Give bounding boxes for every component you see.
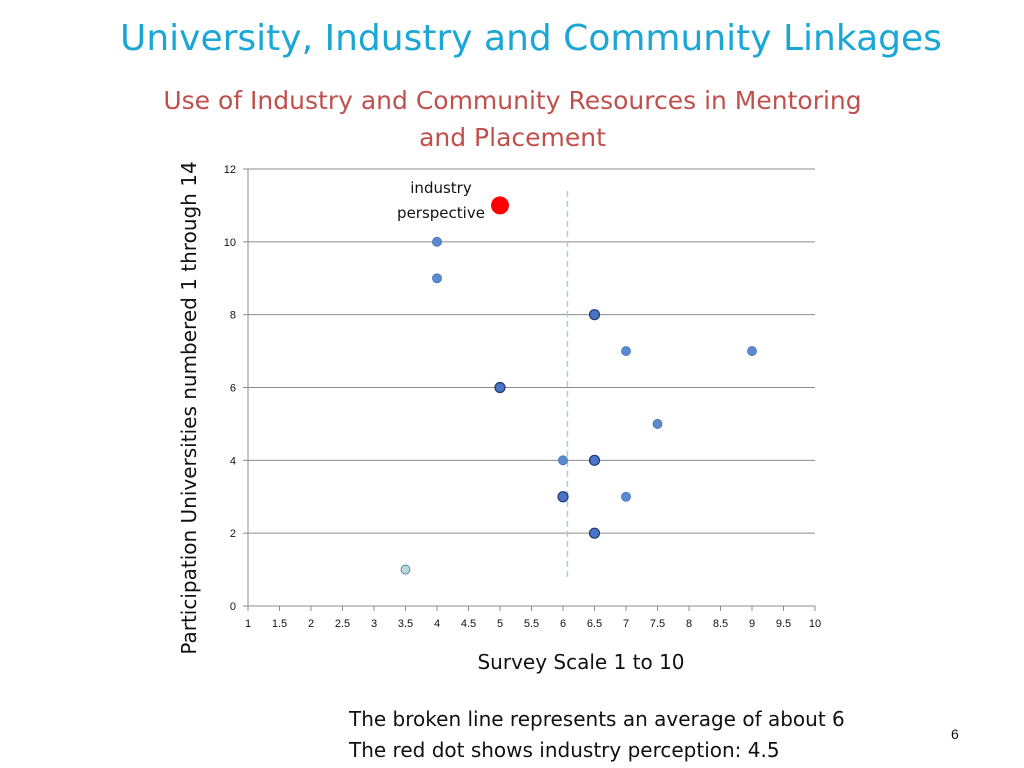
data-point-2	[588, 527, 601, 539]
data-point-13	[432, 236, 442, 247]
y-tick-label: 4	[230, 455, 236, 467]
data-point-4	[621, 491, 631, 502]
slide-notes: The broken line represents an average of…	[349, 704, 845, 766]
x-tick-label: 7	[623, 618, 629, 630]
y-tick-label: 12	[224, 164, 236, 176]
data-point-8	[494, 381, 506, 394]
chart-title: Use of Industry and Community Resources …	[163, 86, 862, 152]
note-average-line: The broken line represents an average of…	[349, 707, 845, 731]
industry-perspective-point	[491, 196, 509, 215]
x-axis-label: Survey Scale 1 to 10	[477, 650, 685, 674]
data-point-7	[652, 419, 663, 429]
x-tick-label: 3.5	[398, 618, 413, 630]
x-tick-label: 4.5	[461, 618, 476, 630]
x-tick-label: 2.5	[335, 618, 350, 630]
data-point-5	[558, 455, 568, 466]
slide-title: University, Industry and Community Linka…	[120, 18, 942, 59]
data-point-11	[588, 309, 601, 321]
x-tick-label: 5.5	[524, 618, 539, 630]
x-tick-label: 1	[245, 618, 251, 630]
data-point-3	[557, 491, 569, 503]
x-tick-label: 8	[686, 618, 692, 630]
x-tick-label: 8.5	[713, 618, 728, 630]
x-tick-label: 10	[809, 618, 821, 630]
x-tick-label: 6.5	[587, 618, 602, 630]
y-tick-label: 2	[230, 528, 236, 540]
y-tick-label: 0	[230, 601, 236, 613]
x-tick-label: 2	[308, 618, 314, 630]
x-tick-label: 3	[371, 618, 377, 630]
y-tick-label: 10	[224, 237, 236, 249]
x-tick-label: 1.5	[272, 618, 287, 630]
data-point-9	[621, 346, 631, 356]
y-tick-label: 6	[230, 383, 236, 395]
x-tick-label: 7.5	[650, 618, 665, 630]
x-tick-label: 6	[560, 618, 566, 630]
x-tick-label: 9	[749, 618, 755, 630]
y-tick-label: 8	[230, 310, 236, 322]
industry-perspective-label: industry	[410, 179, 472, 197]
x-tick-label: 4	[434, 618, 440, 630]
data-point-1	[400, 564, 411, 575]
x-tick-label: 5	[497, 618, 503, 630]
x-tick-label: 9.5	[776, 618, 791, 630]
industry-perspective-label: perspective	[397, 204, 485, 222]
data-point-10	[747, 346, 757, 356]
note-red-dot: The red dot shows industry perception: 4…	[349, 738, 780, 762]
data-point-6	[588, 454, 601, 466]
page-number: 6	[951, 726, 959, 742]
data-point-12	[432, 273, 442, 284]
